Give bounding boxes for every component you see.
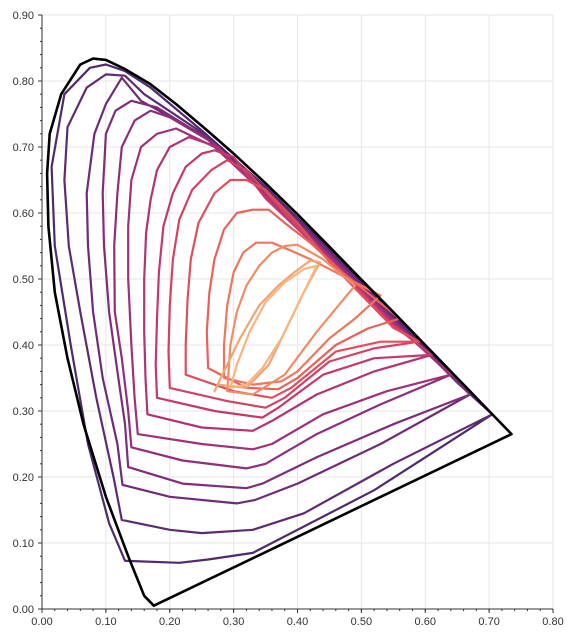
series-line-9 <box>167 159 420 409</box>
series-line-13 <box>226 243 357 396</box>
x-tick-label: 0.40 <box>287 616 308 628</box>
y-tick-label: 0.00 <box>13 604 34 616</box>
x-tick-label: 0.80 <box>542 616 563 628</box>
x-tick-label: 0.60 <box>415 616 436 628</box>
series-line-12 <box>222 241 382 386</box>
y-tick-label: 0.20 <box>13 472 34 484</box>
y-tick-label: 0.70 <box>13 142 34 154</box>
series-line-7 <box>143 136 433 432</box>
spectral-locus <box>45 57 513 608</box>
y-axis-ticks: 0.00 0.10 0.20 0.30 0.40 0.50 0.60 0.70 0.80 0.90 <box>13 10 34 616</box>
y-tick-label: 0.40 <box>13 340 34 352</box>
y-tick-label: 0.80 <box>13 76 34 88</box>
y-tick-label: 0.30 <box>13 406 34 418</box>
x-tick-label: 0.00 <box>31 616 52 628</box>
series-line-11 <box>205 208 401 391</box>
series-line-8 <box>154 149 433 419</box>
series-line-15 <box>229 264 318 389</box>
y-tick-label: 0.60 <box>13 208 34 220</box>
axes <box>38 14 554 613</box>
y-tick-label: 0.50 <box>13 274 34 286</box>
x-tick-label: 0.70 <box>478 616 499 628</box>
series-line-10 <box>184 178 420 399</box>
x-tick-label: 0.10 <box>95 616 116 628</box>
spectral-locus-group <box>45 57 513 608</box>
series-group <box>50 63 494 564</box>
y-tick-label: 0.90 <box>13 10 34 22</box>
x-tick-label: 0.50 <box>351 616 372 628</box>
series-line-1 <box>50 63 494 564</box>
grid <box>41 14 554 610</box>
x-axis-ticks: 0.00 0.10 0.20 0.30 0.40 0.50 0.60 0.70 0.80 <box>31 616 563 628</box>
x-tick-label: 0.30 <box>223 616 244 628</box>
x-tick-label: 0.20 <box>159 616 180 628</box>
y-tick-label: 0.10 <box>13 538 34 550</box>
